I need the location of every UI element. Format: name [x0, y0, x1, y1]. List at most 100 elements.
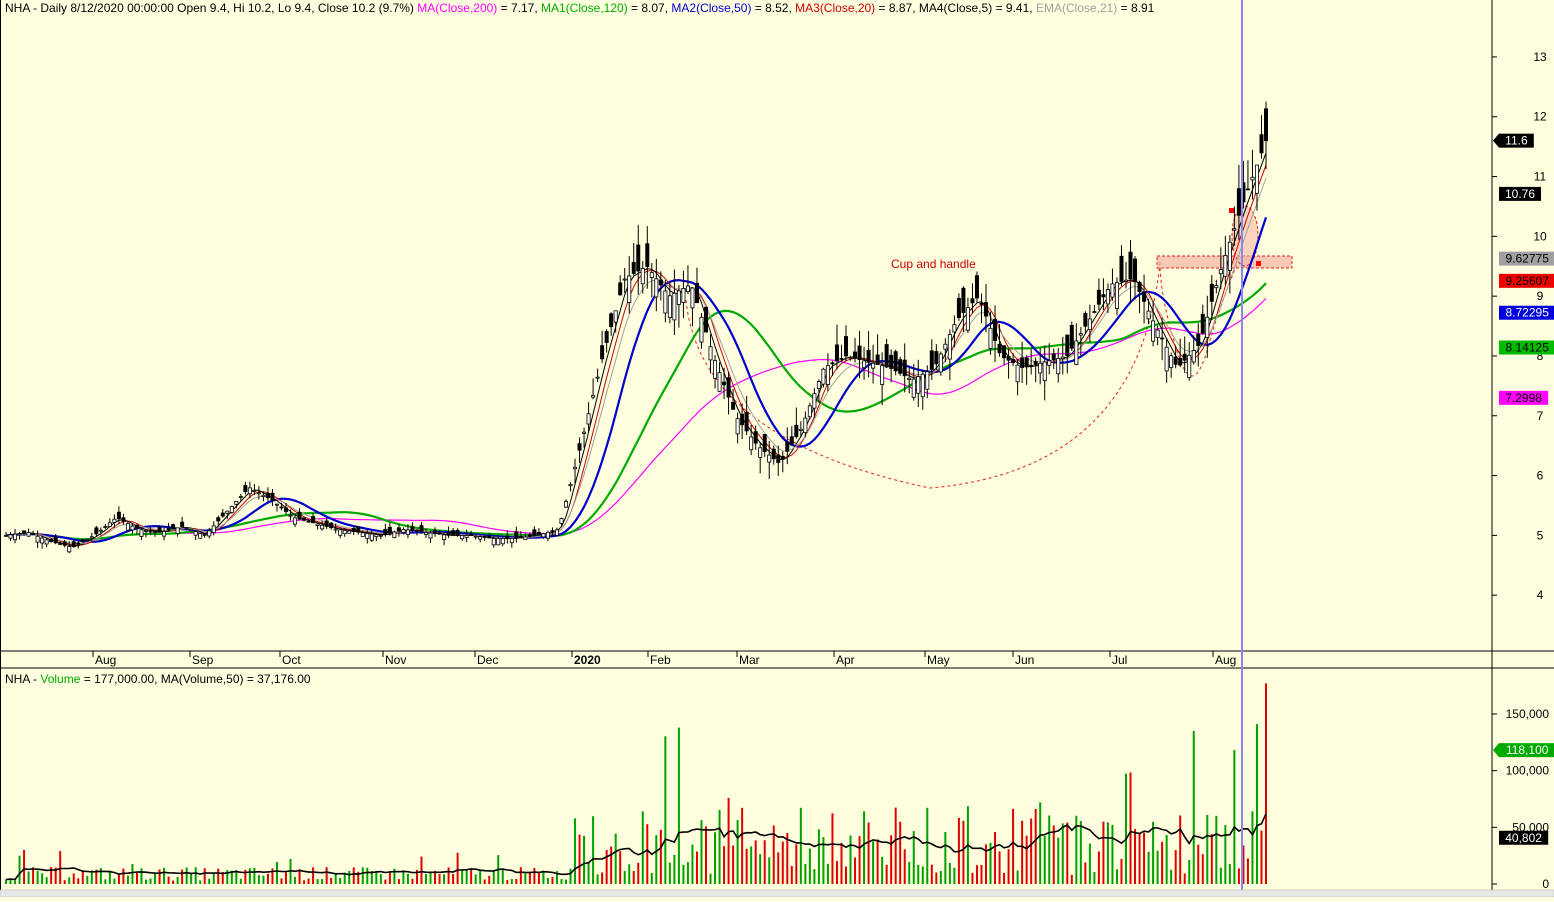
candle-body: [1015, 364, 1020, 383]
volume-badge-0-pointer: [1493, 743, 1499, 758]
candle-body: [645, 243, 650, 267]
candle-body: [469, 533, 474, 536]
candle-body: [500, 537, 505, 545]
candle-body: [1069, 324, 1074, 349]
candle-body: [342, 529, 347, 535]
candle-body: [871, 362, 876, 369]
candle-body: [816, 381, 821, 390]
candle-body: [94, 527, 99, 535]
candle-body: [1245, 188, 1250, 191]
candle-body: [148, 530, 153, 533]
candle-body: [803, 417, 808, 433]
candle-body: [22, 530, 27, 534]
candle-body: [419, 525, 424, 533]
handle-curve: [1159, 261, 1239, 377]
candle-body: [825, 365, 830, 385]
candle-body: [993, 319, 998, 341]
candle-body: [884, 344, 889, 368]
indicator-ma2-value: = 8.52,: [751, 1, 795, 15]
value-badges: 11.6 10.76 9.62775 9.25607 8.72295 8.14125 7.2…: [1493, 133, 1554, 845]
candle-body: [338, 529, 343, 536]
candle-body: [1119, 255, 1124, 282]
candle-body: [225, 510, 230, 514]
candle-body: [627, 275, 632, 304]
time-tick-label: Aug: [95, 653, 116, 667]
candle-body: [636, 244, 641, 272]
time-tick-label: May: [927, 653, 950, 667]
candle-body: [1114, 282, 1119, 309]
candle-body: [234, 501, 239, 505]
time-tick-label: Jun: [1015, 653, 1034, 667]
time-axis: Aug Sep Oct Nov Dec 2020 Feb Mar Apr May Jun Jul Aug: [92, 651, 1236, 667]
candle-body: [898, 359, 903, 374]
candle-body: [58, 543, 63, 545]
price-badge-0-box: [1499, 133, 1534, 148]
candle-body: [1200, 313, 1205, 334]
candle-body: [378, 534, 383, 537]
candle-body: [387, 526, 392, 534]
indicator-ma4-label: MA4(Close,5): [919, 1, 992, 15]
candle-body: [442, 534, 447, 540]
volume-header-sep: -: [30, 672, 41, 686]
candle-body: [794, 424, 799, 438]
time-tick-label: Jul: [1112, 653, 1127, 667]
candle-body: [654, 278, 659, 298]
candle-body: [749, 436, 754, 451]
candle-body: [189, 529, 194, 532]
volume-badge-1-box: [1499, 830, 1549, 845]
candle-body: [220, 512, 225, 517]
indicator-ma200-value: = 7.17,: [497, 1, 541, 15]
candle-body: [1078, 333, 1083, 336]
candle-body: [893, 351, 898, 372]
candle-body: [663, 290, 668, 314]
candle-body: [17, 533, 22, 536]
candle-body: [311, 516, 316, 524]
horizontal-scrollbar[interactable]: [0, 889, 1554, 898]
candle-body: [1160, 337, 1165, 340]
candle-body: [929, 350, 934, 370]
candle-body: [988, 327, 993, 349]
price-tick-label: 10: [1533, 229, 1547, 243]
candle-body: [541, 533, 546, 538]
volume-header-label: Volume: [40, 672, 80, 686]
candle-body: [1056, 357, 1061, 375]
candle-body: [1191, 350, 1196, 363]
candle-body: [193, 531, 198, 536]
price-tick-label: 7: [1537, 409, 1544, 423]
time-tick-label: Feb: [650, 653, 671, 667]
candle-body: [1236, 188, 1241, 216]
candle-body: [1209, 283, 1214, 302]
candle-body: [961, 287, 966, 314]
candle-body: [559, 518, 564, 524]
candle-body: [880, 365, 885, 385]
volume-header: NHA - Volume = 177,000.00, MA(Volume,50)…: [5, 672, 311, 686]
price-badge-5-label: 8.14125: [1506, 341, 1550, 355]
candle-body: [807, 405, 812, 418]
candle-body: [1173, 356, 1178, 365]
candle-body: [1259, 134, 1264, 154]
candle-body: [53, 536, 58, 544]
volume-bars: [5, 683, 1267, 884]
candle-body: [89, 536, 94, 539]
candle-body: [49, 539, 54, 543]
candle-body: [685, 285, 690, 293]
candle-body: [1151, 320, 1156, 342]
candle-body: [925, 371, 930, 390]
candle-body: [536, 531, 541, 536]
candle-body: [288, 514, 293, 517]
ma50-line: [5, 217, 1268, 543]
candle-body: [1187, 354, 1192, 379]
candle-body: [437, 532, 442, 535]
candle-body: [690, 287, 695, 309]
candle-body: [1205, 316, 1210, 339]
candle-body: [216, 517, 221, 522]
candle-body: [1223, 255, 1228, 277]
candle-body: [1182, 353, 1187, 361]
candle-body: [514, 531, 519, 539]
price-badge-6-label: 7.2998: [1505, 391, 1542, 405]
candle-body: [713, 360, 718, 379]
volume-header-rest: = 177,000.00, MA(Volume,50) = 37,176.00: [80, 672, 310, 686]
candle-body: [1105, 289, 1110, 305]
volume-badge-0-label: 118,100: [1506, 743, 1549, 757]
